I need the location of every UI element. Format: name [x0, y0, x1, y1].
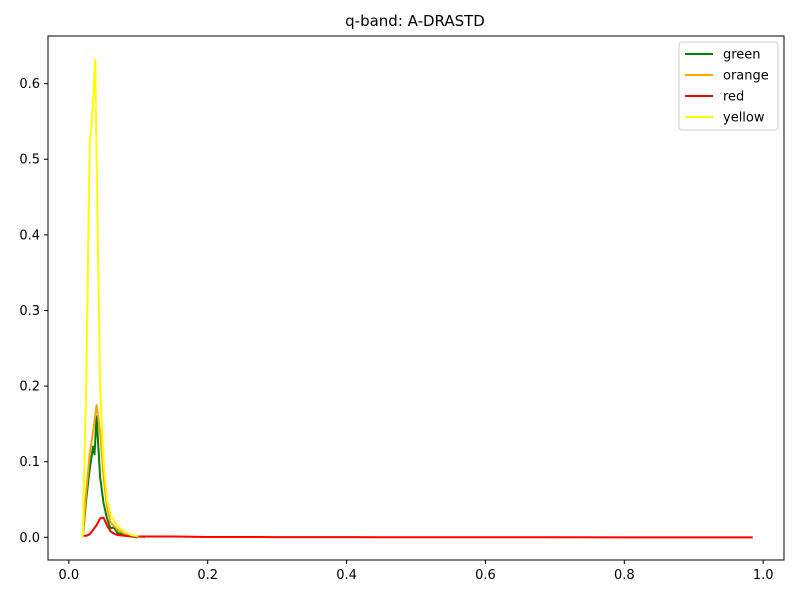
- x-tick-label: 0.4: [336, 568, 357, 583]
- y-tick-label: 0.2: [19, 380, 40, 395]
- series-lines: [81, 58, 753, 539]
- y-tick-label: 0.4: [19, 228, 40, 243]
- y-tick-label: 0.3: [19, 304, 40, 319]
- legend-label: red: [723, 90, 744, 105]
- x-tick-label: 0.6: [475, 568, 496, 583]
- series-line-green: [81, 415, 139, 539]
- y-tick-label: 0.1: [19, 455, 40, 470]
- x-tick-label: 0.2: [197, 568, 218, 583]
- x-tick-label: 1.0: [753, 568, 774, 583]
- legend-label: green: [723, 48, 761, 63]
- legend-label: orange: [723, 69, 769, 84]
- x-tick-label: 0.0: [58, 568, 79, 583]
- chart-title: q-band: A-DRASTD: [345, 12, 485, 30]
- series-line-orange: [81, 403, 146, 539]
- plot-frame: [47, 35, 785, 561]
- x-axis: 0.0 0.2 0.4 0.6 0.8 1.0: [58, 560, 774, 583]
- y-tick-label: 0.5: [19, 153, 40, 168]
- y-axis: 0.0 0.1 0.2 0.3 0.4 0.5 0.6: [19, 77, 48, 546]
- series-line-yellow: [81, 58, 139, 538]
- x-tick-label: 0.8: [614, 568, 635, 583]
- y-tick-label: 0.6: [19, 77, 40, 92]
- legend-label: yellow: [723, 111, 765, 126]
- legend: green orange red yellow: [678, 41, 779, 131]
- legend-box: [678, 41, 779, 131]
- y-tick-label: 0.0: [19, 531, 40, 546]
- series-line-red: [82, 516, 753, 539]
